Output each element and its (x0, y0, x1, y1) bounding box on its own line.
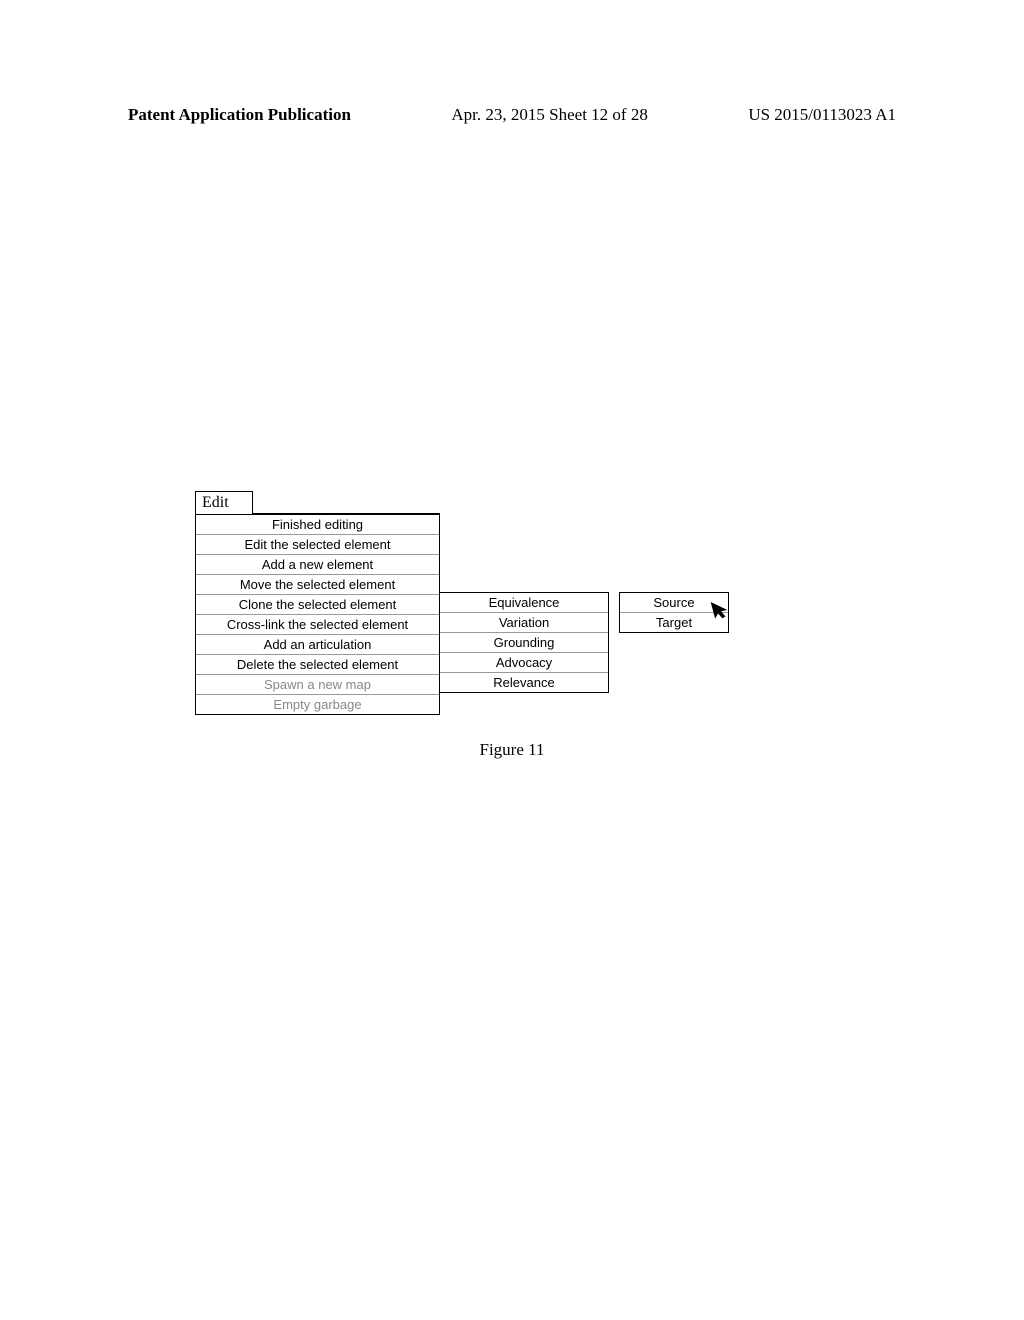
header-right: US 2015/0113023 A1 (748, 105, 896, 125)
menu-delete-selected[interactable]: Delete the selected element (196, 654, 439, 674)
menu-edit-selected[interactable]: Edit the selected element (196, 534, 439, 554)
figure-caption: Figure 11 (0, 740, 1024, 760)
submenu-relevance[interactable]: Relevance (440, 673, 608, 692)
menu-crosslink[interactable]: Cross-link the selected element (196, 614, 439, 634)
submenu-variation[interactable]: Variation (440, 613, 608, 633)
page-header: Patent Application Publication Apr. 23, … (128, 105, 896, 125)
submenu-advocacy[interactable]: Advocacy (440, 653, 608, 673)
header-left: Patent Application Publication (128, 105, 351, 125)
menu-move-selected[interactable]: Move the selected element (196, 574, 439, 594)
menu-finished-editing[interactable]: Finished editing (196, 514, 439, 534)
menu-spawn-map: Spawn a new map (196, 674, 439, 694)
menu-empty-garbage: Empty garbage (196, 694, 439, 714)
crosslink-submenu: Equivalence Variation Grounding Advocacy… (439, 592, 609, 693)
menu-clone-selected[interactable]: Clone the selected element (196, 594, 439, 614)
edit-menu: Finished editing Edit the selected eleme… (195, 513, 440, 715)
submenu-grounding[interactable]: Grounding (440, 633, 608, 653)
menu-add-articulation[interactable]: Add an articulation (196, 634, 439, 654)
header-center: Apr. 23, 2015 Sheet 12 of 28 (451, 105, 647, 125)
menu-add-new[interactable]: Add a new element (196, 554, 439, 574)
submenu-equivalence[interactable]: Equivalence (440, 593, 608, 613)
figure-11: Edit Finished editing Edit the selected … (195, 490, 745, 715)
edit-tab[interactable]: Edit (195, 491, 253, 514)
